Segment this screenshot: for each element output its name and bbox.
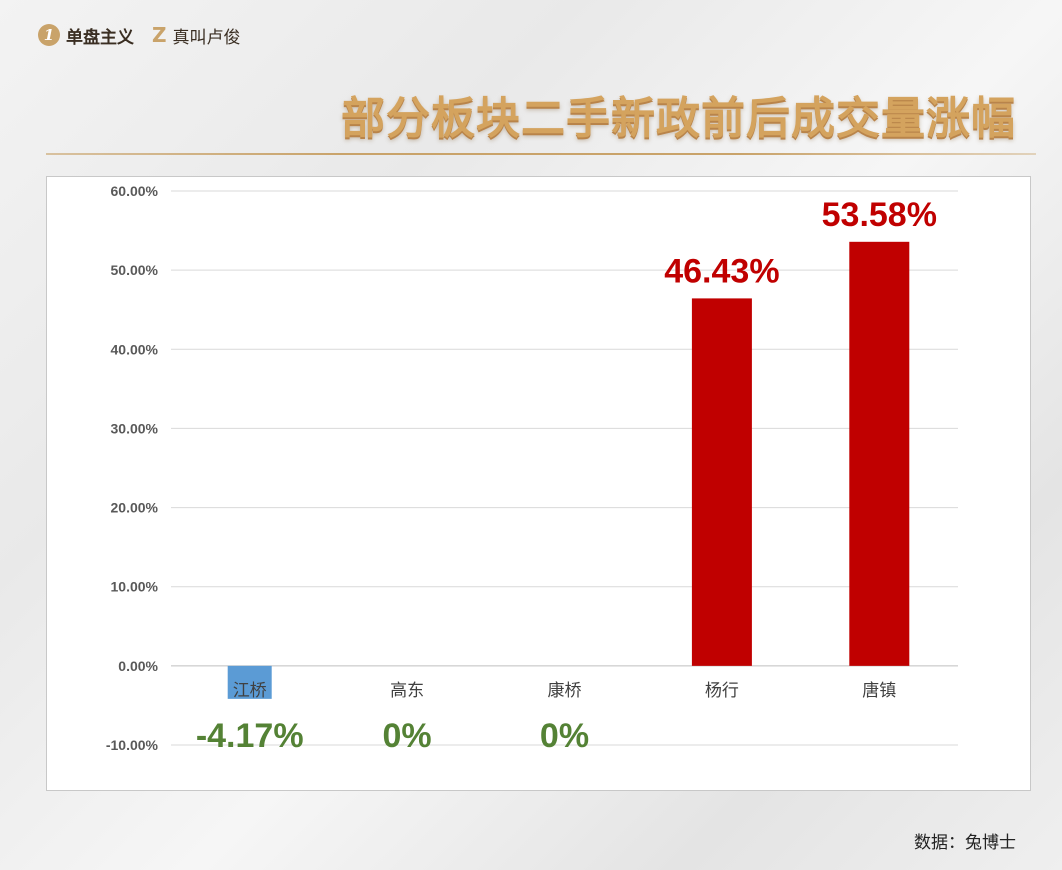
zhenjiao-logo-icon: Z xyxy=(152,23,167,47)
y-tick-label: 40.00% xyxy=(111,341,159,357)
y-tick-label: -10.00% xyxy=(106,737,159,753)
brand-bar: 1 单盘主义 Z 真叫卢俊 xyxy=(38,22,241,48)
bar xyxy=(227,665,272,699)
data-label: 0% xyxy=(383,717,432,755)
data-label: 0% xyxy=(540,717,589,755)
bar xyxy=(849,241,910,666)
title-divider xyxy=(46,153,1036,155)
danpan-logo-icon: 1 xyxy=(38,24,60,46)
y-tick-label: 60.00% xyxy=(111,183,159,199)
y-tick-label: 30.00% xyxy=(111,420,159,436)
bar xyxy=(691,298,752,666)
y-tick-label: 20.00% xyxy=(111,500,159,516)
brand-name-zhenjiao: 真叫卢俊 xyxy=(172,27,241,48)
data-source: 数据：兔博士 xyxy=(914,833,1016,853)
brand-name-danpan: 单盘主义 xyxy=(66,27,134,48)
chart-panel: -10.00% 0.00% 10.00% 20.00% 30.00% 40.00% 50.0… xyxy=(46,176,1031,791)
category-label: 唐镇 xyxy=(862,680,896,701)
category-label: 康桥 xyxy=(548,681,582,701)
category-label: 江桥 xyxy=(233,681,267,701)
data-label: 53.58% xyxy=(822,196,937,234)
category-label: 高东 xyxy=(390,681,424,701)
y-tick-label: 10.00% xyxy=(111,579,159,595)
data-label: 46.43% xyxy=(664,252,779,290)
category-label: 杨行 xyxy=(705,681,739,701)
y-tick-label: 0.00% xyxy=(118,658,158,674)
y-tick-label: 50.00% xyxy=(111,262,159,278)
page-title: 部分板块二手新政前后成交量涨幅 xyxy=(341,93,1016,144)
bar-chart: -10.00% 0.00% 10.00% 20.00% 30.00% 40.00% 50.0… xyxy=(106,183,958,755)
data-label: -4.17% xyxy=(196,717,304,755)
